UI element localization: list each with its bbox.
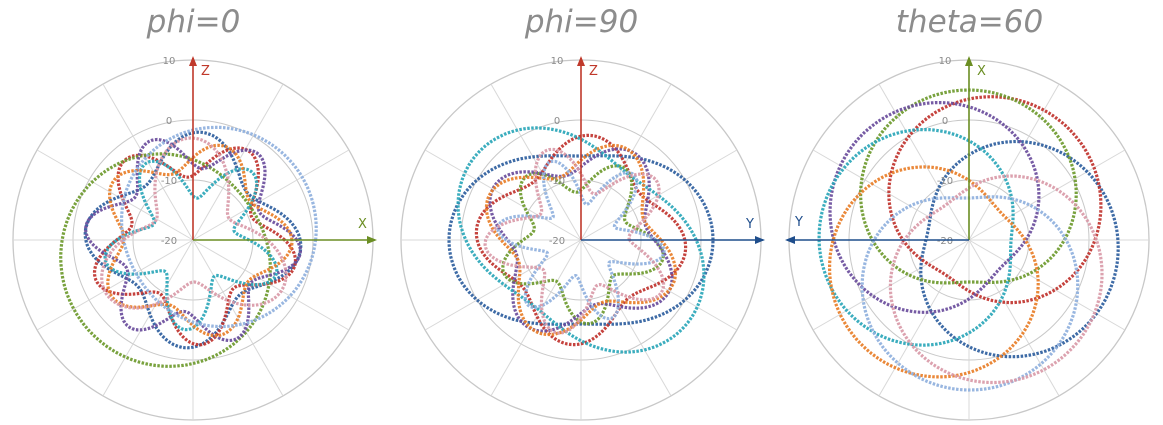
- grid-spoke: [192, 83, 284, 241]
- series-line: [447, 154, 715, 326]
- axis-arrowhead: [785, 236, 795, 244]
- grid-spoke: [36, 149, 194, 241]
- r-tick-label: -10: [549, 176, 565, 187]
- grid-spoke: [968, 83, 1060, 241]
- grid-spoke: [968, 149, 1126, 241]
- chart-title: phi=90: [524, 4, 639, 40]
- axis-label: X: [358, 217, 367, 232]
- r-tick-label: 0: [942, 116, 948, 127]
- grid-spoke: [878, 83, 970, 241]
- series-line: [474, 133, 688, 347]
- series-line: [483, 147, 666, 335]
- chart-title: theta=60: [895, 4, 1044, 40]
- chart-title: phi=0: [146, 4, 241, 40]
- axis-label: Y: [745, 217, 754, 232]
- grid-spoke: [102, 239, 194, 397]
- axis-arrowhead: [367, 236, 377, 244]
- series-line: [501, 164, 665, 326]
- grid-spoke: [102, 83, 194, 241]
- series-line: [84, 137, 302, 343]
- grid-spoke: [580, 149, 738, 241]
- series-line: [59, 152, 272, 368]
- series-line: [456, 126, 706, 354]
- grid-spoke: [968, 239, 1126, 331]
- grid-spoke: [192, 239, 350, 331]
- r-tick-label: 10: [163, 56, 176, 67]
- polar-chart: 10 0 -10 -20 Z X: [12, 56, 377, 421]
- series-line: [120, 125, 318, 329]
- r-tick-label: 10: [551, 56, 564, 67]
- grid-spoke: [36, 239, 194, 331]
- axis-arrowhead: [189, 56, 197, 66]
- polar-chart: 10 0 -10 -20 X Y: [785, 56, 1150, 421]
- r-tick-label: 0: [166, 116, 172, 127]
- axis-label: Y: [794, 215, 803, 230]
- r-tick-label: -10: [161, 176, 177, 187]
- axis-arrowhead: [577, 56, 585, 66]
- r-tick-label: -10: [937, 176, 953, 187]
- series-line: [100, 136, 288, 310]
- axis-arrowhead: [965, 56, 973, 66]
- polar-chart: 10 0 -10 -20 Z Y: [400, 56, 765, 421]
- grid-spoke: [878, 239, 970, 397]
- series-line: [860, 195, 1080, 392]
- grid-spoke: [968, 239, 1060, 397]
- series-line: [496, 159, 666, 321]
- polar-panel-2: theta=60 10 0 -10 -20 X Y: [776, 0, 1163, 425]
- axis-label: Z: [201, 64, 210, 79]
- r-tick-label: -20: [161, 236, 177, 247]
- grid-spoke: [192, 239, 284, 397]
- polar-panel-1: phi=90 10 0 -10 -20 Z Y: [388, 0, 775, 425]
- axis-label: X: [977, 64, 986, 79]
- series-line: [828, 165, 1040, 379]
- polar-panel-0: phi=0 10 0 -10 -20 Z X: [0, 0, 387, 425]
- grid-spoke: [580, 239, 672, 397]
- grid-spoke: [424, 239, 582, 331]
- grid-spoke: [192, 149, 350, 241]
- r-tick-label: 10: [939, 56, 952, 67]
- r-tick-label: -20: [549, 236, 565, 247]
- series-line: [484, 143, 678, 337]
- series-line: [103, 159, 279, 332]
- r-tick-label: -20: [937, 236, 953, 247]
- r-tick-label: 0: [554, 116, 560, 127]
- axis-arrowhead: [755, 236, 765, 244]
- axis-label: Z: [589, 64, 598, 79]
